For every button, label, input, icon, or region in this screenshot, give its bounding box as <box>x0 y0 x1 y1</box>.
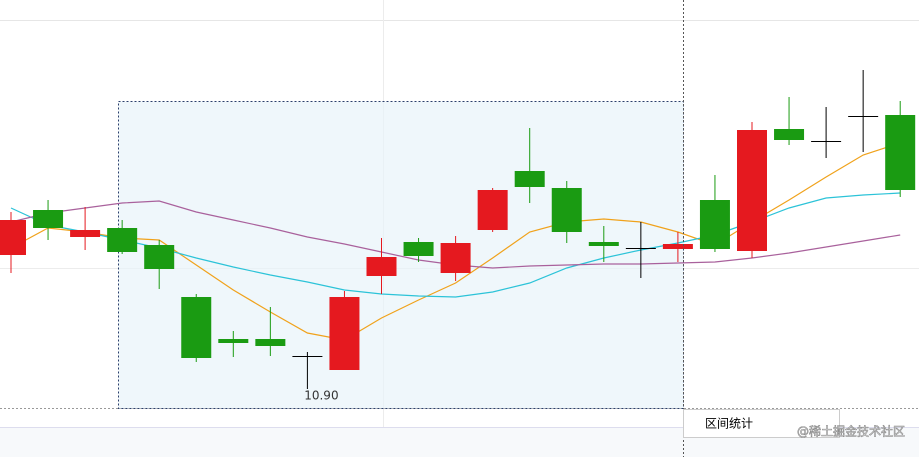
watermark: @稀土掘金技术社区 <box>797 424 905 439</box>
candle-body <box>477 190 508 230</box>
candle-body <box>588 242 619 246</box>
candle-body <box>403 242 434 256</box>
candle-body <box>737 130 767 251</box>
candle-body <box>848 116 879 117</box>
candle-body <box>811 141 842 142</box>
candle-body <box>181 297 212 358</box>
candle-body <box>885 115 916 190</box>
candle-body <box>625 248 656 249</box>
candle-body <box>33 210 64 228</box>
min-label: 10.90 <box>304 389 338 403</box>
candle-body <box>144 245 175 269</box>
candle-body <box>329 297 360 370</box>
candle-body <box>366 257 397 276</box>
selection-range[interactable] <box>118 101 684 409</box>
candle-body <box>292 356 323 357</box>
candle-body <box>514 171 545 187</box>
candle-body <box>70 230 101 237</box>
candle-body <box>0 220 26 255</box>
candle-body <box>699 200 730 249</box>
stat-button-label[interactable]: 区间统计 <box>705 417 753 431</box>
candle-body <box>551 188 582 232</box>
candle-body <box>774 129 805 140</box>
candle-body <box>218 339 249 343</box>
candle-body <box>440 243 471 273</box>
candle-body <box>662 244 693 249</box>
candle-body <box>107 228 138 252</box>
marks: 10.90 <box>0 70 916 403</box>
stat-button[interactable] <box>683 409 840 438</box>
candle-body <box>255 339 286 346</box>
